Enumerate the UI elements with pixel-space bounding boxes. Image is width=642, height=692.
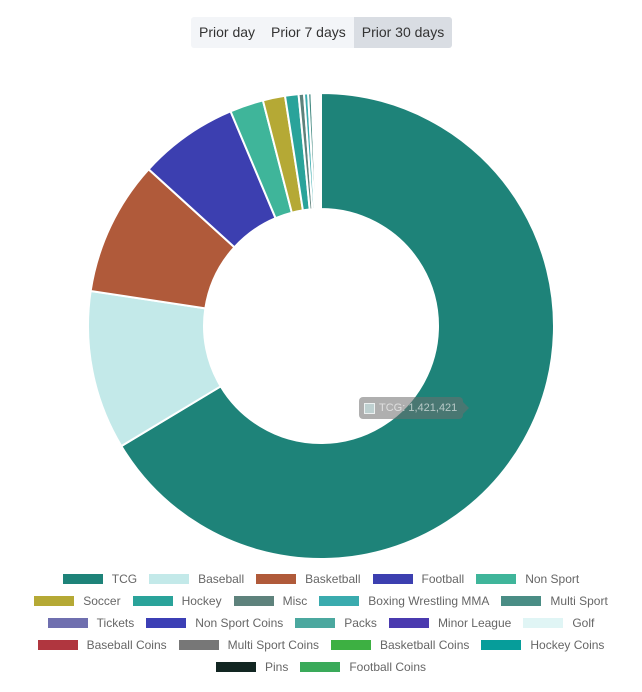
legend-label: Golf: [572, 616, 595, 630]
legend-swatch: [372, 574, 413, 584]
tooltip-caret: [463, 402, 470, 414]
tooltip-separator: :: [402, 402, 409, 414]
legend-item-baseball-coins[interactable]: Baseball Coins: [37, 638, 167, 652]
legend-item-football[interactable]: Football: [372, 572, 465, 586]
legend-swatch: [37, 640, 78, 650]
legend-row: Pins Football Coins: [0, 656, 642, 678]
legend-label: Basketball Coins: [380, 638, 470, 652]
legend-item-football-coins[interactable]: Football Coins: [300, 660, 426, 674]
legend-label: Football Coins: [349, 660, 427, 674]
legend-item-pins[interactable]: Pins: [215, 660, 289, 674]
legend-swatch: [523, 618, 564, 628]
legend-swatch: [300, 662, 341, 672]
legend-swatch: [146, 618, 187, 628]
range-tabs: Prior day Prior 7 days Prior 30 days: [191, 17, 453, 48]
legend-row: Tickets Non Sport Coins Packs Minor League G…: [0, 612, 642, 634]
legend-item-hockey-coins[interactable]: Hockey Coins: [481, 638, 604, 652]
legend-label: Boxing Wrestling MMA: [368, 594, 490, 608]
legend-label: Multi Sport: [550, 594, 608, 608]
legend-swatch: [47, 618, 88, 628]
legend-item-non-sport[interactable]: Non Sport: [476, 572, 579, 586]
range-tab-prior-day[interactable]: Prior day: [191, 17, 264, 48]
legend-swatch: [331, 640, 371, 650]
legend-swatch: [233, 596, 274, 606]
doughnut-chart: [87, 91, 556, 560]
legend-swatch: [319, 596, 360, 606]
legend-label: Tickets: [96, 616, 135, 630]
legend-item-boxing-wrestling-mma[interactable]: Boxing Wrestling MMA: [319, 594, 489, 608]
legend-item-golf[interactable]: Golf: [523, 616, 594, 630]
legend-swatch: [388, 618, 429, 628]
legend-swatch: [62, 574, 103, 584]
chart-tooltip: TCG : 1,421,421: [359, 397, 470, 419]
legend-item-misc[interactable]: Misc: [233, 594, 308, 608]
legend-swatch: [476, 574, 517, 584]
range-tab-prior-7-days[interactable]: Prior 7 days: [263, 17, 354, 48]
chart-legend: TCG Baseball Basketball Football Non Sport So…: [0, 568, 642, 678]
legend-label: Misc: [282, 594, 308, 608]
legend-row: TCG Baseball Basketball Football Non Sport: [0, 568, 642, 590]
legend-label: TCG: [111, 572, 138, 586]
legend-item-tcg[interactable]: TCG: [62, 572, 138, 586]
legend-swatch: [178, 640, 219, 650]
legend-label: Hockey: [181, 594, 222, 608]
legend-item-minor-league[interactable]: Minor League: [388, 616, 512, 630]
legend-item-tickets[interactable]: Tickets: [47, 616, 135, 630]
range-tab-prior-30-days[interactable]: Prior 30 days: [353, 17, 453, 48]
legend-item-multi-sport-coins[interactable]: Multi Sport Coins: [178, 638, 319, 652]
legend-label: Baseball: [198, 572, 245, 586]
legend-label: Multi Sport Coins: [227, 638, 319, 652]
legend-label: Hockey Coins: [530, 638, 605, 652]
legend-row: Soccer Hockey Misc Boxing Wrestling MMA Mult…: [0, 590, 642, 612]
legend-item-hockey[interactable]: Hockey: [132, 594, 222, 608]
legend-label: Non Sport Coins: [195, 616, 284, 630]
legend-item-basketball[interactable]: Basketball: [256, 572, 361, 586]
slice-tcg[interactable]: [119, 91, 556, 560]
legend-swatch: [481, 640, 522, 650]
legend-swatch: [34, 596, 75, 606]
legend-label: Minor League: [437, 616, 512, 630]
legend-item-multi-sport[interactable]: Multi Sport: [501, 594, 608, 608]
legend-swatch: [149, 574, 190, 584]
legend-item-non-sport-coins[interactable]: Non Sport Coins: [146, 616, 283, 630]
legend-swatch: [256, 574, 297, 584]
legend-label: Basketball: [305, 572, 361, 586]
tooltip-label: TCG: [379, 402, 403, 414]
legend-label: Pins: [264, 660, 289, 674]
legend-swatch: [215, 662, 256, 672]
legend-item-basketball-coins[interactable]: Basketball Coins: [331, 638, 469, 652]
legend-swatch: [501, 596, 542, 606]
legend-label: Baseball Coins: [86, 638, 167, 652]
legend-item-packs[interactable]: Packs: [295, 616, 377, 630]
legend-swatch: [295, 618, 336, 628]
legend-label: Football: [421, 572, 465, 586]
legend-swatch: [132, 596, 173, 606]
legend-item-baseball[interactable]: Baseball: [149, 572, 244, 586]
tooltip-value: 1,421,421: [408, 402, 458, 414]
legend-label: Non Sport: [525, 572, 580, 586]
legend-row: Baseball Coins Multi Sport Coins Basketbal…: [0, 634, 642, 656]
legend-item-soccer[interactable]: Soccer: [34, 594, 121, 608]
legend-label: Soccer: [83, 594, 121, 608]
legend-label: Packs: [344, 616, 377, 630]
tooltip-swatch: [364, 402, 375, 414]
